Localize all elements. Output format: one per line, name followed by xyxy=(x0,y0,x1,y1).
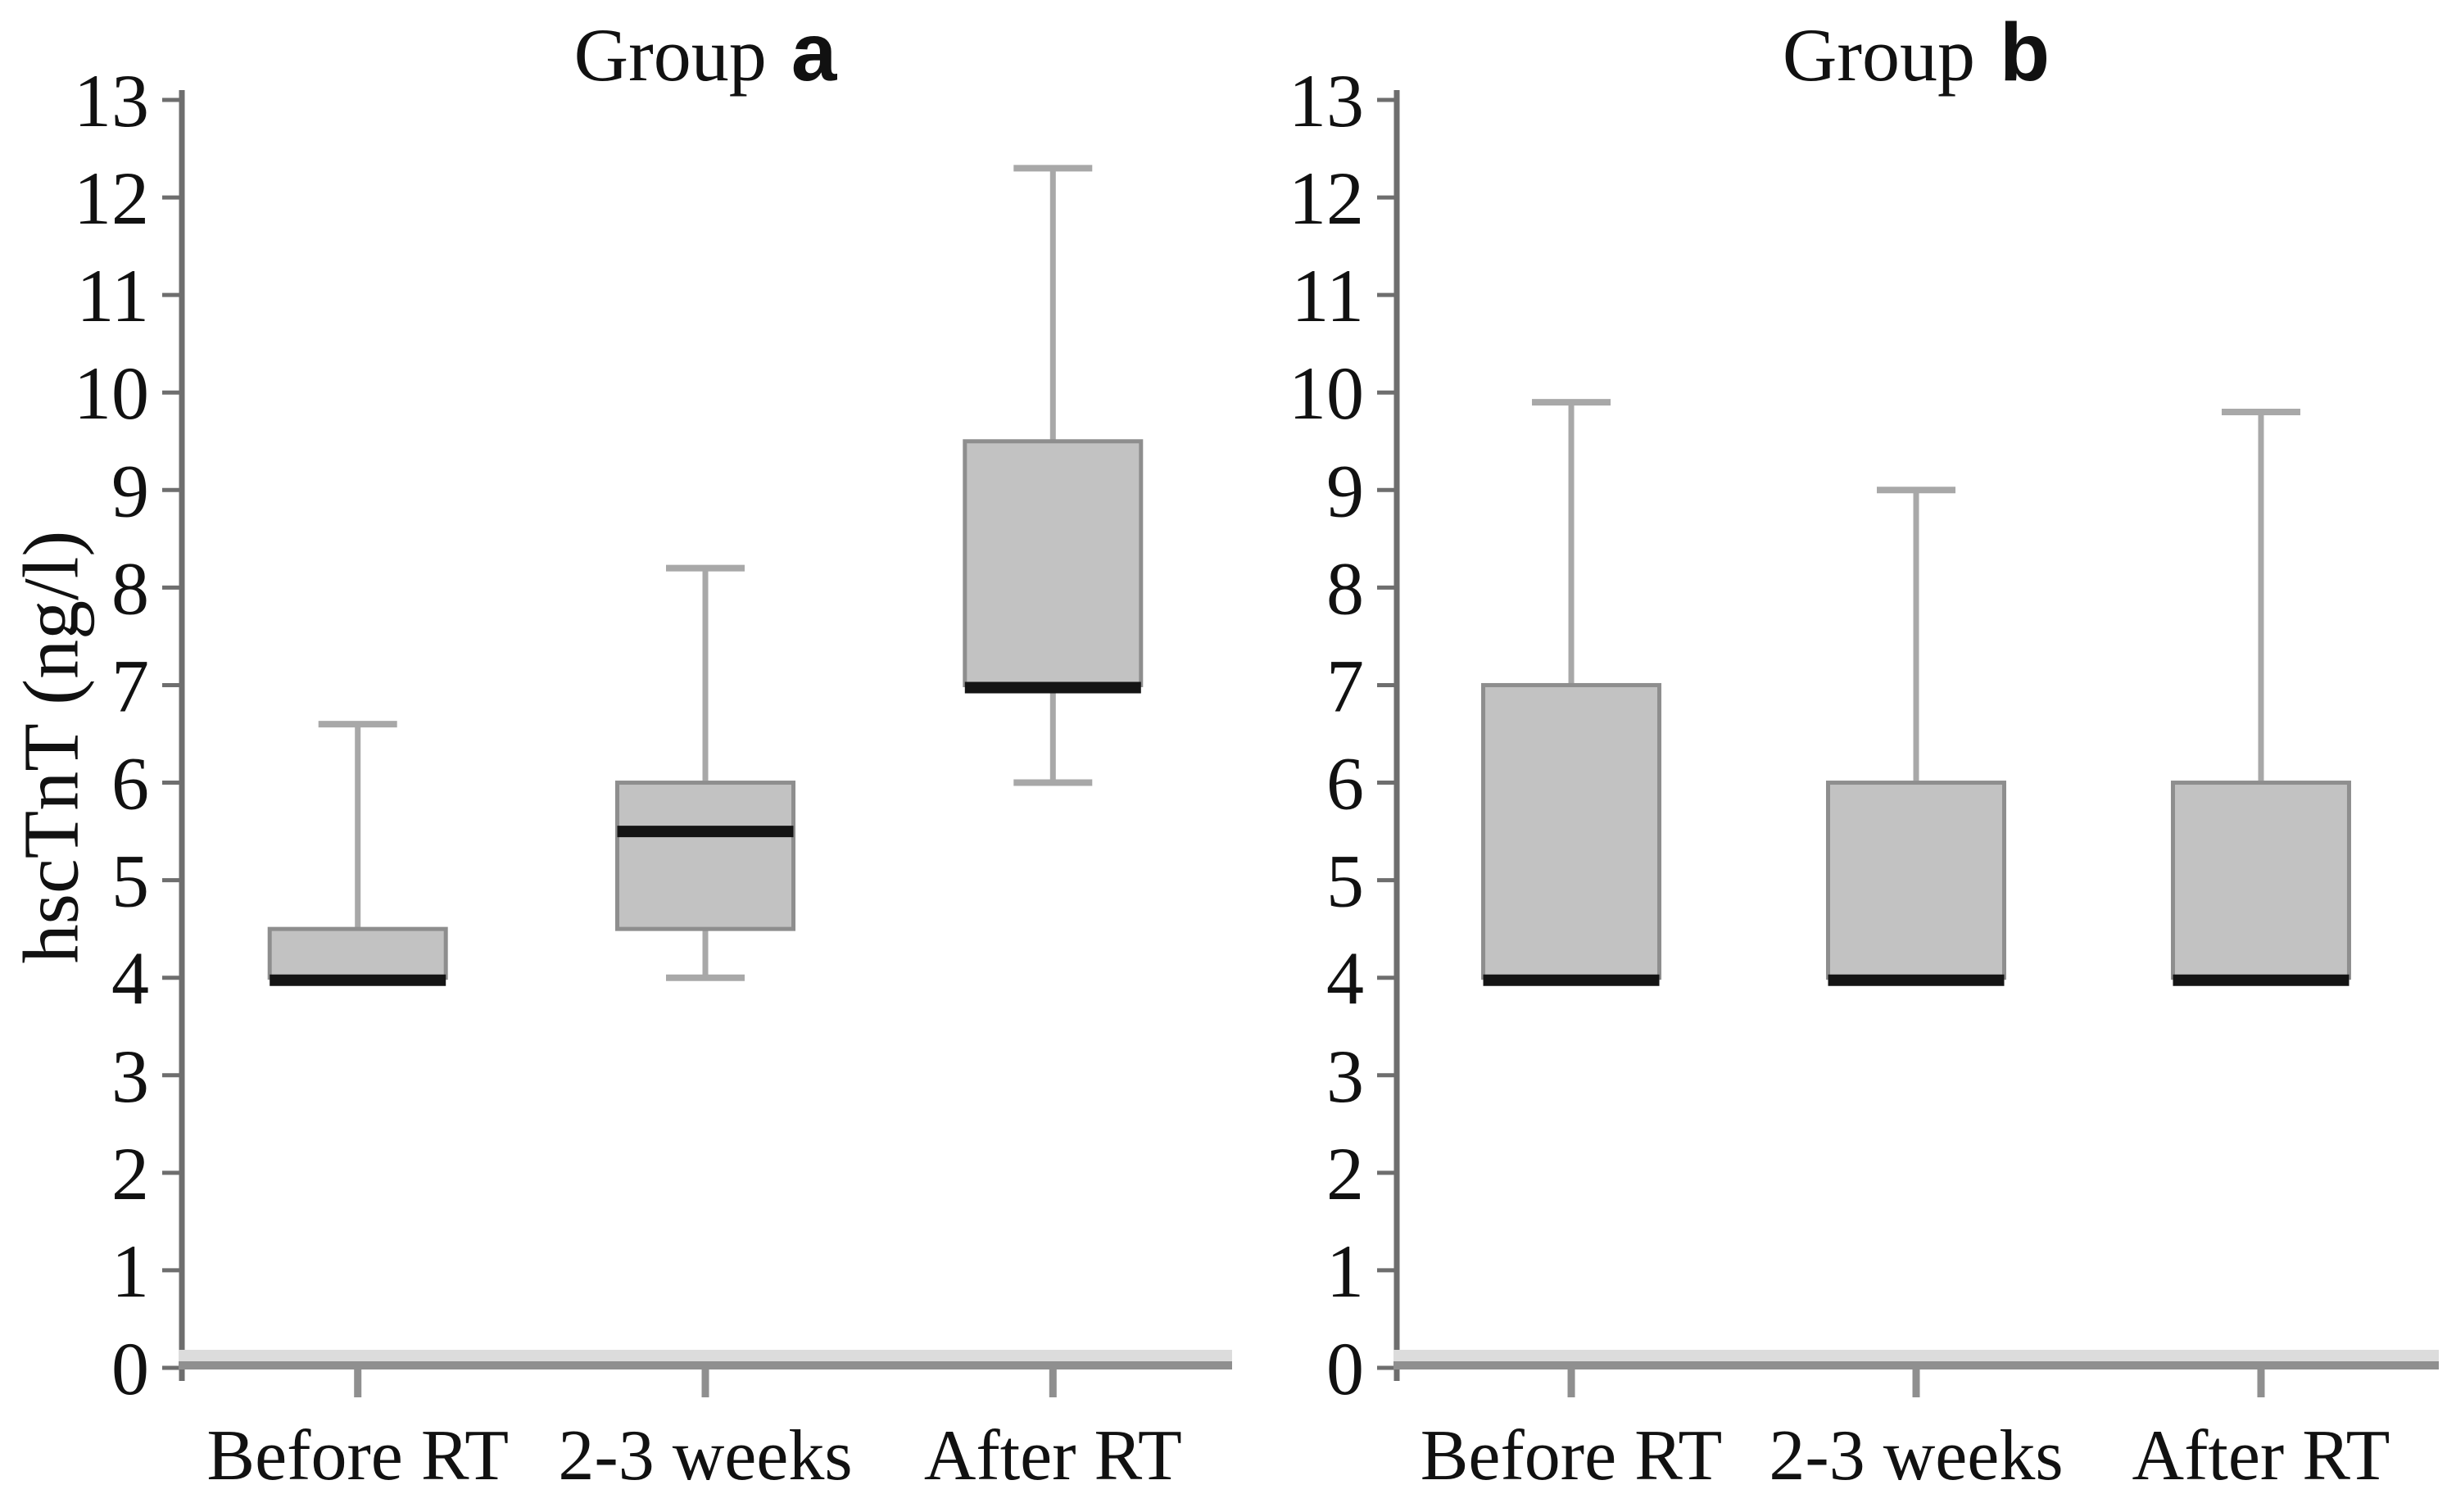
category-label: Before RT xyxy=(206,1416,509,1496)
y-tick-label: 4 xyxy=(1326,937,1364,1021)
y-tick-label: 3 xyxy=(1326,1034,1364,1118)
y-tick-label: 7 xyxy=(111,644,149,727)
y-tick-label: 5 xyxy=(1326,840,1364,923)
x-axis-band xyxy=(179,1350,1232,1361)
y-tick-label: 10 xyxy=(74,351,149,435)
box-rect xyxy=(963,439,1144,687)
panel-a-title-letter: a xyxy=(791,7,837,98)
y-tick-label: 13 xyxy=(74,59,149,143)
x-tick xyxy=(1567,1369,1575,1397)
y-tick-label: 12 xyxy=(74,156,149,240)
panel-b-title-prefix: Group xyxy=(1782,13,1975,97)
y-tick-label: 7 xyxy=(1326,644,1364,727)
panel-a-title: Group a xyxy=(182,5,1229,100)
y-tick-label: 2 xyxy=(111,1132,149,1215)
x-axis-band xyxy=(1393,1350,2439,1361)
y-tick-label: 6 xyxy=(111,742,149,826)
y-tick-label: 9 xyxy=(111,449,149,532)
y-tick-label: 2 xyxy=(1326,1132,1364,1215)
y-tick-label: 12 xyxy=(1289,156,1364,240)
category-label: 2-3 weeks xyxy=(1769,1416,2063,1496)
y-tick-label: 13 xyxy=(1289,59,1364,143)
y-tick-label: 11 xyxy=(76,254,149,337)
x-tick xyxy=(701,1369,709,1397)
y-tick-label: 11 xyxy=(1291,254,1364,337)
y-tick-label: 1 xyxy=(111,1229,149,1313)
x-tick xyxy=(354,1369,362,1397)
panel-b-title: Group b xyxy=(1397,5,2436,100)
box-rect xyxy=(615,781,795,931)
box-rect xyxy=(1826,781,2006,980)
y-tick-label: 1 xyxy=(1326,1229,1364,1313)
x-axis-line xyxy=(179,1361,1232,1369)
category-label: Before RT xyxy=(1421,1416,1723,1496)
y-tick-label: 10 xyxy=(1289,351,1364,435)
y-tick-label: 8 xyxy=(111,546,149,630)
x-axis-line xyxy=(1393,1361,2439,1369)
x-tick xyxy=(2257,1369,2265,1397)
x-tick xyxy=(1049,1369,1057,1397)
y-tick-label: 0 xyxy=(111,1327,149,1410)
y-tick-label: 5 xyxy=(111,840,149,923)
y-tick-label: 9 xyxy=(1326,449,1364,532)
y-tick-label: 6 xyxy=(1326,742,1364,826)
box-rect xyxy=(267,926,448,980)
y-tick-label: 4 xyxy=(111,937,149,1021)
panel-b-title-letter: b xyxy=(1999,7,2050,98)
box-rect xyxy=(1481,682,1662,980)
x-tick xyxy=(1912,1369,1920,1397)
category-label: After RT xyxy=(2132,1416,2390,1496)
category-label: 2-3 weeks xyxy=(558,1416,852,1496)
panel-a-title-prefix: Group xyxy=(573,13,767,97)
y-tick-label: 0 xyxy=(1326,1327,1364,1410)
box-rect xyxy=(2170,781,2351,980)
y-tick-label: 8 xyxy=(1326,546,1364,630)
y-tick-label: 3 xyxy=(111,1034,149,1118)
category-label: After RT xyxy=(924,1416,1182,1496)
